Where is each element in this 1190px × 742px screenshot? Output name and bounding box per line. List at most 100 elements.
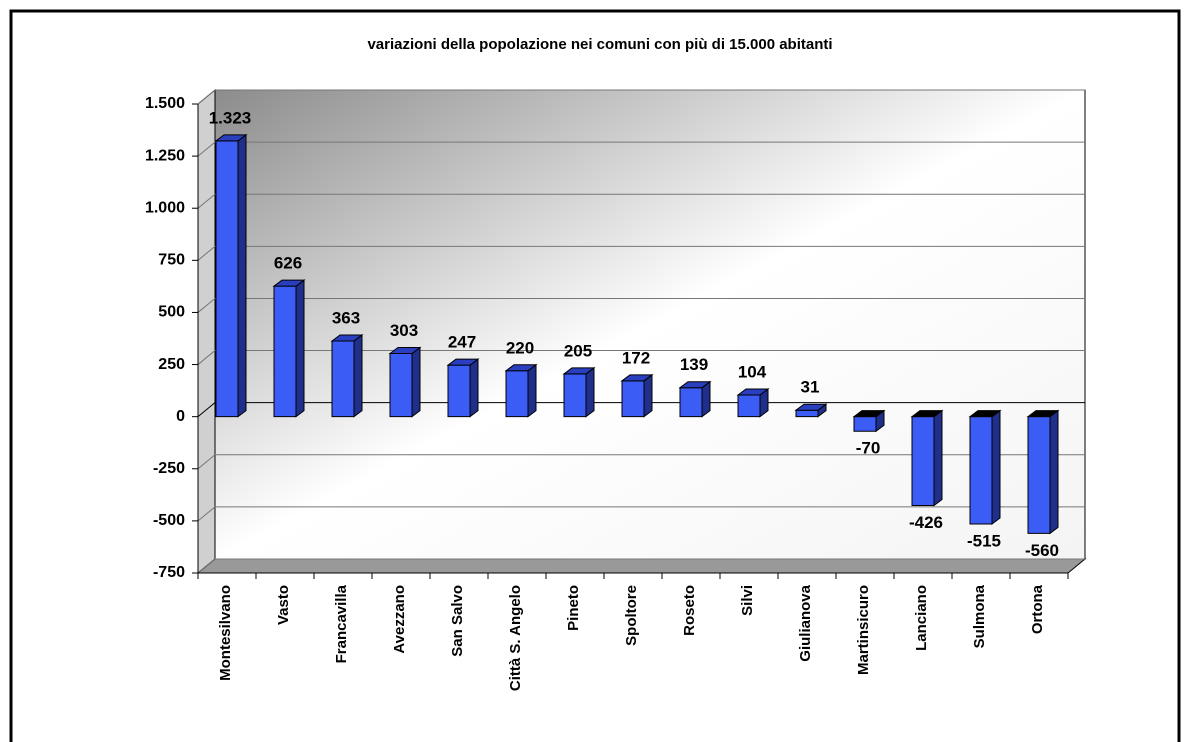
bar-top bbox=[794, 403, 828, 411]
x-tick-label: Martinsicuro bbox=[855, 585, 872, 675]
bar-top bbox=[504, 364, 538, 372]
bar bbox=[736, 387, 770, 418]
chart-title: variazioni della popolazione nei comuni … bbox=[367, 36, 832, 53]
x-tick-label: Sulmona bbox=[971, 584, 988, 648]
y-tick-label: 0 bbox=[176, 408, 185, 425]
grid-line bbox=[197, 245, 1085, 261]
y-tick-label: 750 bbox=[158, 252, 185, 269]
bar-top bbox=[910, 410, 944, 418]
bar-top bbox=[562, 367, 596, 375]
value-label: 139 bbox=[680, 355, 708, 374]
bar bbox=[852, 409, 886, 433]
y-tick-label: -500 bbox=[153, 512, 185, 529]
grid-line bbox=[197, 141, 1085, 157]
x-tick-label: Città S. Angelo bbox=[507, 585, 524, 691]
bar-front bbox=[1027, 416, 1051, 534]
bar-front bbox=[853, 416, 877, 432]
bar-side bbox=[353, 334, 363, 418]
value-label: 363 bbox=[332, 308, 360, 327]
bar-side bbox=[527, 363, 537, 418]
bar bbox=[910, 409, 944, 507]
bar-front bbox=[563, 373, 587, 418]
x-tick-label: Giulianova bbox=[797, 584, 814, 661]
value-label: 247 bbox=[448, 333, 476, 352]
bar-side bbox=[237, 133, 247, 418]
bar-front bbox=[331, 340, 355, 418]
bar-front bbox=[447, 364, 471, 418]
y-tick-label: -250 bbox=[153, 460, 185, 477]
bar-front bbox=[911, 416, 935, 506]
bar-top bbox=[272, 279, 306, 287]
bar-top bbox=[852, 410, 886, 418]
bar-front bbox=[505, 370, 529, 418]
y-tick-label: 1.500 bbox=[145, 95, 185, 112]
bar-top bbox=[1026, 410, 1060, 418]
x-tick-label: Vasto bbox=[275, 585, 292, 625]
value-label: -560 bbox=[1025, 541, 1059, 560]
bar-side bbox=[933, 409, 943, 507]
grid-line bbox=[197, 193, 1085, 209]
grid-line bbox=[197, 350, 1085, 365]
bar-front bbox=[795, 409, 819, 418]
bar-top bbox=[620, 374, 654, 382]
value-label: 1.323 bbox=[209, 108, 252, 127]
bar-top bbox=[968, 410, 1002, 418]
bar-side bbox=[469, 358, 479, 418]
x-tick-label: Roseto bbox=[681, 585, 698, 636]
x-tick-label: Avezzano bbox=[391, 585, 408, 654]
bar bbox=[272, 279, 306, 418]
x-tick-label: Francavilla bbox=[333, 584, 350, 663]
value-label: 626 bbox=[274, 254, 302, 273]
bar bbox=[504, 363, 538, 418]
value-label: -515 bbox=[967, 531, 1001, 550]
bar-front bbox=[215, 140, 239, 418]
bar-top bbox=[388, 347, 422, 355]
bar-front bbox=[679, 387, 703, 418]
x-tick-label: Pineto bbox=[565, 585, 582, 631]
x-tick-label: Spoltore bbox=[623, 585, 640, 646]
grid-line bbox=[197, 506, 1085, 522]
value-label: 31 bbox=[801, 378, 820, 397]
y-tick-label: 500 bbox=[158, 304, 185, 321]
value-label: 303 bbox=[390, 321, 418, 340]
x-tick-label: Montesilvano bbox=[217, 585, 234, 681]
bar bbox=[562, 366, 596, 418]
bar bbox=[968, 409, 1002, 526]
grid-line bbox=[197, 89, 1085, 105]
bar-front bbox=[737, 394, 761, 418]
y-tick-label: 1.250 bbox=[145, 147, 185, 164]
value-label: 220 bbox=[506, 338, 534, 357]
bar-side bbox=[643, 373, 653, 418]
bar bbox=[1026, 409, 1060, 535]
bar bbox=[330, 334, 364, 418]
bar-top bbox=[446, 358, 480, 366]
bar bbox=[678, 380, 712, 418]
x-tick-label: Lanciano bbox=[913, 585, 930, 651]
bar bbox=[620, 373, 654, 418]
bar-top bbox=[736, 388, 770, 396]
y-tick-label: 1.000 bbox=[145, 199, 185, 216]
bar-side bbox=[585, 366, 595, 418]
bar-side bbox=[295, 279, 305, 418]
bar-top bbox=[214, 134, 248, 142]
bar bbox=[388, 346, 422, 418]
y-tick-label: 250 bbox=[158, 356, 185, 373]
grid-line bbox=[197, 558, 1085, 574]
bar-side bbox=[1049, 409, 1059, 535]
bar bbox=[794, 403, 828, 418]
bar bbox=[446, 358, 480, 418]
grid-line bbox=[197, 402, 1085, 418]
value-label: 172 bbox=[622, 348, 650, 367]
value-label: -426 bbox=[909, 513, 943, 532]
value-label: 104 bbox=[738, 362, 767, 381]
value-label: 205 bbox=[564, 341, 592, 360]
bar-front bbox=[621, 380, 645, 418]
x-tick-label: San Salvo bbox=[449, 585, 466, 657]
bar-front bbox=[389, 353, 413, 418]
bar bbox=[214, 133, 248, 418]
bar-front bbox=[969, 416, 993, 525]
grid-line bbox=[197, 297, 1085, 313]
grid-line bbox=[197, 454, 1085, 470]
side-wall bbox=[197, 88, 216, 575]
